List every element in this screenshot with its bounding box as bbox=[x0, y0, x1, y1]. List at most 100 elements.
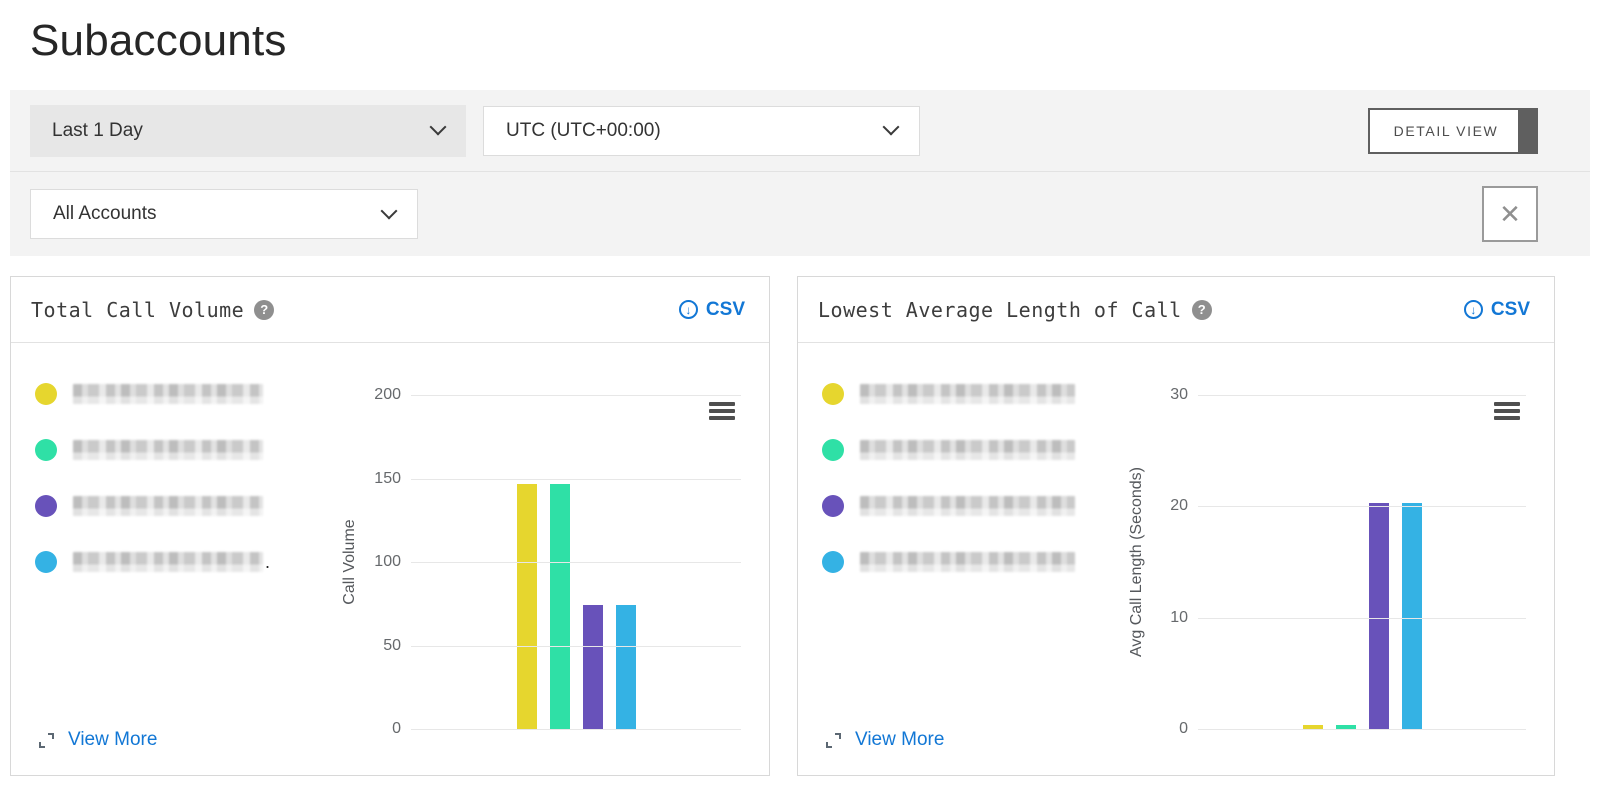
legend-item[interactable] bbox=[35, 439, 335, 461]
gridline bbox=[411, 395, 741, 396]
legend-item[interactable] bbox=[822, 383, 1122, 405]
accounts-select[interactable]: All Accounts bbox=[30, 189, 418, 239]
legend-item[interactable] bbox=[35, 495, 335, 517]
expand-icon bbox=[826, 732, 841, 748]
legend-dot-icon bbox=[35, 439, 57, 461]
bar-subaccount-3[interactable] bbox=[1368, 503, 1389, 729]
y-tick-label: 50 bbox=[383, 636, 401, 654]
legend-item[interactable] bbox=[822, 495, 1122, 517]
y-tick-label: 150 bbox=[374, 469, 401, 487]
help-icon[interactable]: ? bbox=[1191, 299, 1212, 320]
timezone-select[interactable]: UTC (UTC+00:00) bbox=[483, 105, 920, 156]
card-body: . Call Volume 0 50 100 150 200 bbox=[11, 343, 769, 737]
gridline bbox=[411, 729, 741, 730]
total-call-volume-card: Total Call Volume ? ↓ CSV . Call Volume … bbox=[10, 276, 770, 776]
timezone-value: UTC (UTC+00:00) bbox=[506, 119, 661, 141]
detail-view-label: DETAIL VIEW bbox=[1393, 122, 1499, 139]
bar-subaccount-2[interactable] bbox=[549, 483, 570, 729]
download-arrow-icon: ↓ bbox=[1463, 300, 1483, 319]
chart-context-menu-icon[interactable] bbox=[709, 402, 735, 423]
card-footer: View More bbox=[11, 729, 769, 781]
gridline bbox=[411, 645, 741, 647]
bar-subaccount-1[interactable] bbox=[516, 483, 537, 729]
filter-bar: Last 1 Day UTC (UTC+00:00) DETAIL VIEW A… bbox=[10, 90, 1590, 256]
legend-label-redacted bbox=[73, 552, 263, 572]
filter-row-top: Last 1 Day UTC (UTC+00:00) DETAIL VIEW bbox=[10, 90, 1590, 172]
y-axis-title: Avg Call Length (Seconds) bbox=[1128, 466, 1145, 658]
legend-dot-icon bbox=[822, 383, 844, 405]
y-tick-label: 30 bbox=[1170, 386, 1188, 403]
bar-subaccount-3[interactable] bbox=[582, 605, 603, 729]
gridline bbox=[1198, 506, 1526, 508]
detail-view-toggle-endcap bbox=[1518, 109, 1536, 152]
accounts-value: All Accounts bbox=[53, 203, 157, 224]
download-arrow-icon: ↓ bbox=[678, 300, 698, 319]
time-range-select[interactable]: Last 1 Day bbox=[30, 104, 466, 157]
y-tick-label: 100 bbox=[374, 553, 401, 570]
y-tick-label: 200 bbox=[374, 386, 401, 403]
legend-label-redacted bbox=[860, 440, 1075, 460]
legend-dot-icon bbox=[35, 383, 57, 405]
legend-label-redacted bbox=[860, 552, 1075, 572]
view-more-link[interactable]: View More bbox=[39, 729, 157, 751]
legend-label-redacted bbox=[73, 440, 263, 460]
card-body: Avg Call Length (Seconds) 0 10 20 30 bbox=[798, 343, 1554, 737]
help-icon[interactable]: ? bbox=[254, 299, 275, 320]
y-tick-label: 0 bbox=[1179, 720, 1188, 737]
bar-subaccount-4[interactable] bbox=[615, 605, 636, 729]
page-title: Subaccounts bbox=[30, 16, 287, 65]
detail-view-button[interactable]: DETAIL VIEW bbox=[1368, 107, 1538, 154]
legend-item[interactable] bbox=[822, 551, 1122, 573]
bar-subaccount-4[interactable] bbox=[1401, 503, 1422, 729]
plot-area bbox=[411, 395, 741, 730]
y-tick-label: 20 bbox=[1170, 497, 1188, 515]
legend-label-redacted bbox=[73, 384, 263, 404]
legend-label-suffix: . bbox=[265, 551, 271, 572]
legend-label-redacted bbox=[860, 384, 1075, 404]
y-tick-label: 10 bbox=[1170, 608, 1188, 626]
chevron-down-icon bbox=[429, 118, 447, 136]
bar-subaccount-1[interactable] bbox=[1302, 724, 1323, 729]
csv-download-link[interactable]: ↓ CSV bbox=[1463, 298, 1530, 321]
y-tick-label: 0 bbox=[392, 720, 401, 737]
csv-download-link[interactable]: ↓ CSV bbox=[678, 298, 745, 321]
chevron-down-icon bbox=[380, 202, 398, 219]
card-footer: View More bbox=[798, 729, 1554, 781]
legend-dot-icon bbox=[822, 439, 844, 461]
expand-icon bbox=[39, 732, 54, 748]
csv-label: CSV bbox=[1490, 298, 1530, 320]
close-filter-button[interactable]: ✕ bbox=[1482, 186, 1538, 242]
legend-item[interactable]: . bbox=[35, 551, 335, 573]
lowest-avg-call-length-card: Lowest Average Length of Call ? ↓ CSV Av… bbox=[797, 276, 1555, 776]
gridline bbox=[1198, 395, 1526, 396]
csv-label: CSV bbox=[705, 298, 745, 320]
view-more-label: View More bbox=[855, 729, 945, 750]
bar-subaccount-2[interactable] bbox=[1335, 724, 1356, 729]
chevron-down-icon bbox=[882, 118, 900, 136]
legend-dot-icon bbox=[35, 551, 57, 573]
legend-item[interactable] bbox=[822, 439, 1122, 461]
time-range-value: Last 1 Day bbox=[52, 119, 143, 141]
legend: . bbox=[35, 369, 335, 729]
card-header: Lowest Average Length of Call ? ↓ CSV bbox=[798, 277, 1554, 343]
legend-label-redacted bbox=[73, 496, 263, 516]
legend-item[interactable] bbox=[35, 383, 335, 405]
legend-dot-icon bbox=[822, 551, 844, 573]
gridline bbox=[411, 478, 741, 480]
gridline bbox=[1198, 617, 1526, 619]
legend-dot-icon bbox=[35, 495, 57, 517]
view-more-label: View More bbox=[68, 729, 158, 750]
bars bbox=[411, 395, 741, 729]
close-icon: ✕ bbox=[1499, 199, 1521, 229]
card-title: Lowest Average Length of Call bbox=[818, 297, 1182, 322]
y-axis-title: Call Volume bbox=[341, 519, 358, 605]
filter-row-accounts: All Accounts ✕ bbox=[10, 172, 1590, 256]
y-axis-ticks: 0 10 20 30 bbox=[1152, 386, 1198, 737]
plot-area bbox=[1198, 395, 1526, 730]
view-more-link[interactable]: View More bbox=[826, 729, 944, 751]
legend-label-redacted bbox=[860, 496, 1075, 516]
chart-context-menu-icon[interactable] bbox=[1494, 402, 1520, 423]
bars bbox=[1198, 395, 1526, 729]
y-axis-ticks: 0 50 100 150 200 bbox=[365, 386, 411, 737]
legend-dot-icon bbox=[822, 495, 844, 517]
